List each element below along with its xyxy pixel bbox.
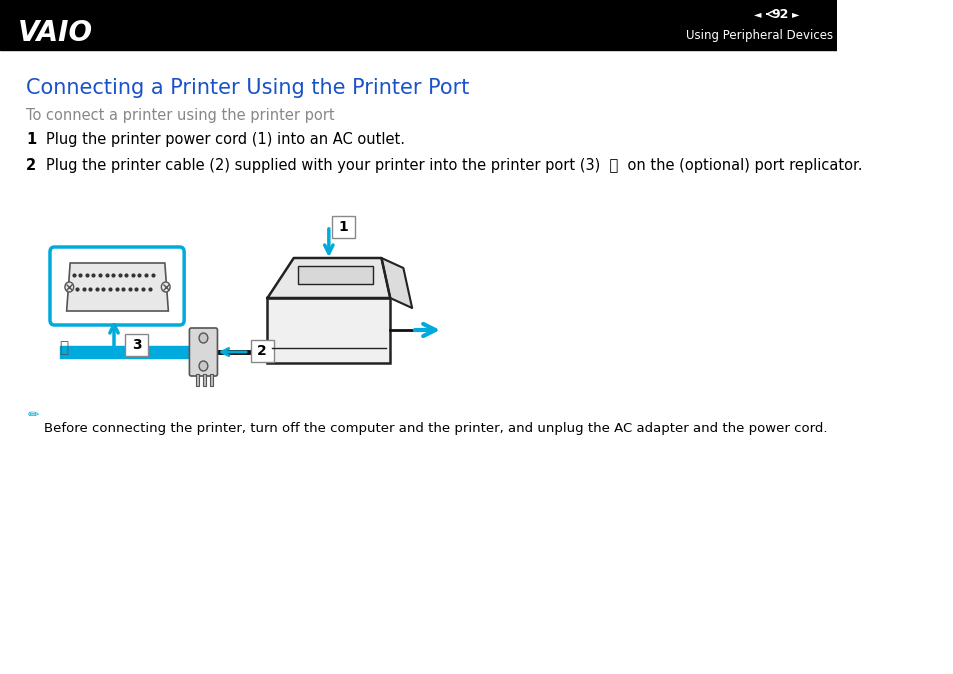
Bar (210, 374, 213, 386)
Text: 1: 1 (27, 132, 36, 147)
Text: 3: 3 (132, 338, 141, 352)
Text: Connecting a Printer Using the Printer Port: Connecting a Printer Using the Printer P… (27, 78, 469, 98)
Text: ►: ► (791, 9, 799, 19)
Text: To connect a printer using the printer port: To connect a printer using the printer p… (27, 108, 335, 123)
Polygon shape (267, 258, 390, 298)
Bar (298, 266, 373, 284)
FancyBboxPatch shape (50, 247, 184, 325)
FancyBboxPatch shape (190, 328, 217, 376)
Text: Using Peripheral Devices: Using Peripheral Devices (685, 30, 832, 42)
Bar (332, 216, 355, 238)
Bar (0, 0, 836, 50)
Text: 1: 1 (338, 220, 348, 234)
Text: 2: 2 (27, 158, 36, 173)
Circle shape (199, 333, 208, 343)
Circle shape (65, 282, 73, 292)
Text: Plug the printer cable (2) supplied with your printer into the printer port (3) : Plug the printer cable (2) supplied with… (46, 158, 862, 173)
Text: Before connecting the printer, turn off the computer and the printer, and unplug: Before connecting the printer, turn off … (44, 422, 826, 435)
Polygon shape (381, 258, 412, 308)
Bar (267, 298, 390, 363)
Bar (125, 334, 148, 356)
Bar (195, 374, 199, 386)
Bar (251, 340, 274, 362)
Circle shape (199, 361, 208, 371)
Text: 2: 2 (257, 344, 267, 358)
Text: Plug the printer power cord (1) into an AC outlet.: Plug the printer power cord (1) into an … (46, 132, 404, 147)
Bar (202, 374, 206, 386)
Text: ✏: ✏ (28, 408, 40, 422)
Polygon shape (67, 263, 168, 311)
Circle shape (161, 282, 170, 292)
Text: VAIO: VAIO (17, 19, 92, 47)
Text: ◄: ◄ (753, 9, 760, 19)
Text: 92: 92 (771, 7, 788, 20)
Text: ⎙: ⎙ (60, 340, 69, 355)
